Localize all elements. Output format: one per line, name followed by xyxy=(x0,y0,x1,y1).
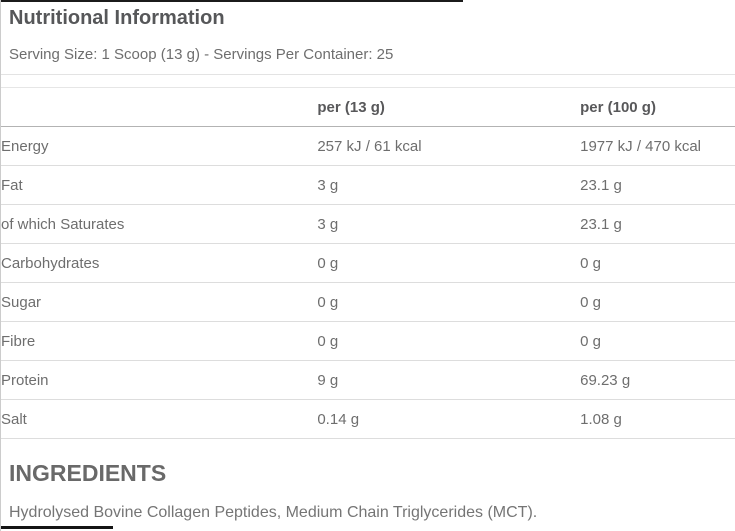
page-title: Nutritional Information xyxy=(9,7,225,29)
table-row-protein: Protein 9 g 69.23 g xyxy=(1,360,735,400)
per-100g-value: 23.1 g xyxy=(580,165,735,205)
ingredients-heading: INGREDIENTS xyxy=(9,460,167,486)
nutrient-label: Sugar xyxy=(1,282,318,322)
column-header-per-100g: per (100 g) xyxy=(580,87,735,127)
per-serving-value: 257 kJ / 61 kcal xyxy=(317,126,581,166)
nutrient-label: Fat xyxy=(1,165,318,205)
nutrition-table: per (13 g) per (100 g) Energy 257 kJ / 6… xyxy=(1,87,735,439)
nutrient-label: Fibre xyxy=(1,321,318,361)
table-header-row: per (13 g) per (100 g) xyxy=(1,87,735,127)
top-accent-bar xyxy=(1,0,463,2)
nutrient-label: Salt xyxy=(1,399,318,439)
per-serving-value: 9 g xyxy=(317,360,581,400)
per-serving-value: 3 g xyxy=(317,204,581,244)
per-100g-value: 0 g xyxy=(580,321,735,361)
ingredients-text: Hydrolysed Bovine Collagen Peptides, Med… xyxy=(9,504,538,521)
table-row-sugar: Sugar 0 g 0 g xyxy=(1,282,735,322)
table-row-fibre: Fibre 0 g 0 g xyxy=(1,321,735,361)
column-header-per-serving: per (13 g) xyxy=(317,87,581,127)
bottom-accent-bar xyxy=(1,526,113,529)
per-100g-value: 0 g xyxy=(580,243,735,283)
nutrient-label: Carbohydrates xyxy=(1,243,318,283)
table-row-carbohydrates: Carbohydrates 0 g 0 g xyxy=(1,243,735,283)
per-serving-value: 0.14 g xyxy=(317,399,581,439)
per-serving-value: 3 g xyxy=(317,165,581,205)
per-100g-value: 0 g xyxy=(580,282,735,322)
nutrient-label: of which Saturates xyxy=(1,204,318,244)
per-100g-value: 23.1 g xyxy=(580,204,735,244)
per-serving-value: 0 g xyxy=(317,282,581,322)
table-row-saturates: of which Saturates 3 g 23.1 g xyxy=(1,204,735,244)
nutrient-label: Protein xyxy=(1,360,318,400)
per-serving-value: 0 g xyxy=(317,243,581,283)
table-row-salt: Salt 0.14 g 1.08 g xyxy=(1,399,735,439)
table-row-energy: Energy 257 kJ / 61 kcal 1977 kJ / 470 kc… xyxy=(1,126,735,166)
column-header-blank xyxy=(1,87,318,127)
nutrient-label: Energy xyxy=(1,126,318,166)
table-row-fat: Fat 3 g 23.1 g xyxy=(1,165,735,205)
per-100g-value: 69.23 g xyxy=(580,360,735,400)
per-100g-value: 1.08 g xyxy=(580,399,735,439)
per-100g-value: 1977 kJ / 470 kcal xyxy=(580,126,735,166)
serving-info: Serving Size: 1 Scoop (13 g) - Servings … xyxy=(1,30,735,75)
per-serving-value: 0 g xyxy=(317,321,581,361)
